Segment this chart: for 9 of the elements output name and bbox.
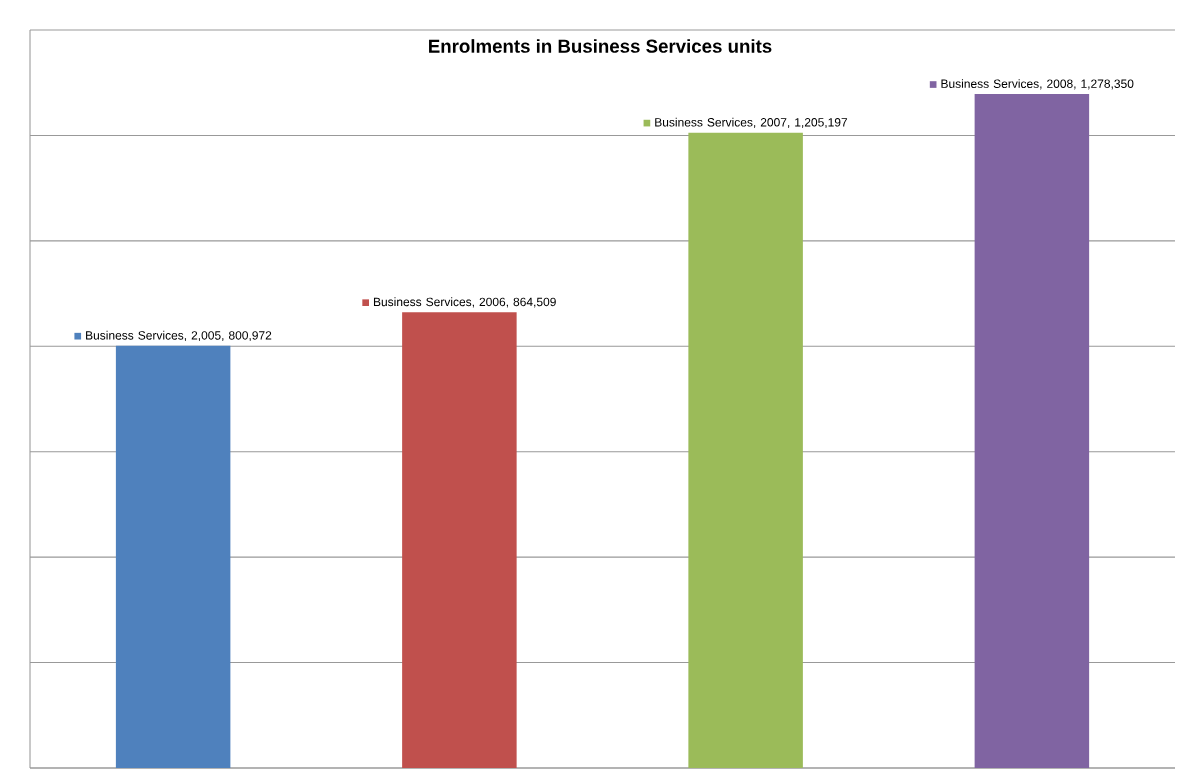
- data-label: Business Services, 2006, 864,509: [373, 297, 556, 308]
- chart-title: Enrolments in Business Services units: [429, 39, 772, 53]
- data-label: Business Services, 2007, 1,205,197: [655, 117, 848, 128]
- bar: [402, 312, 517, 768]
- data-label: Business Services, 2,005, 800,972: [86, 330, 272, 342]
- bar: [688, 132, 803, 768]
- bar: [115, 345, 231, 768]
- bar: [974, 94, 1090, 768]
- data-label: Business Services, 2008, 1,278,350: [941, 79, 1134, 90]
